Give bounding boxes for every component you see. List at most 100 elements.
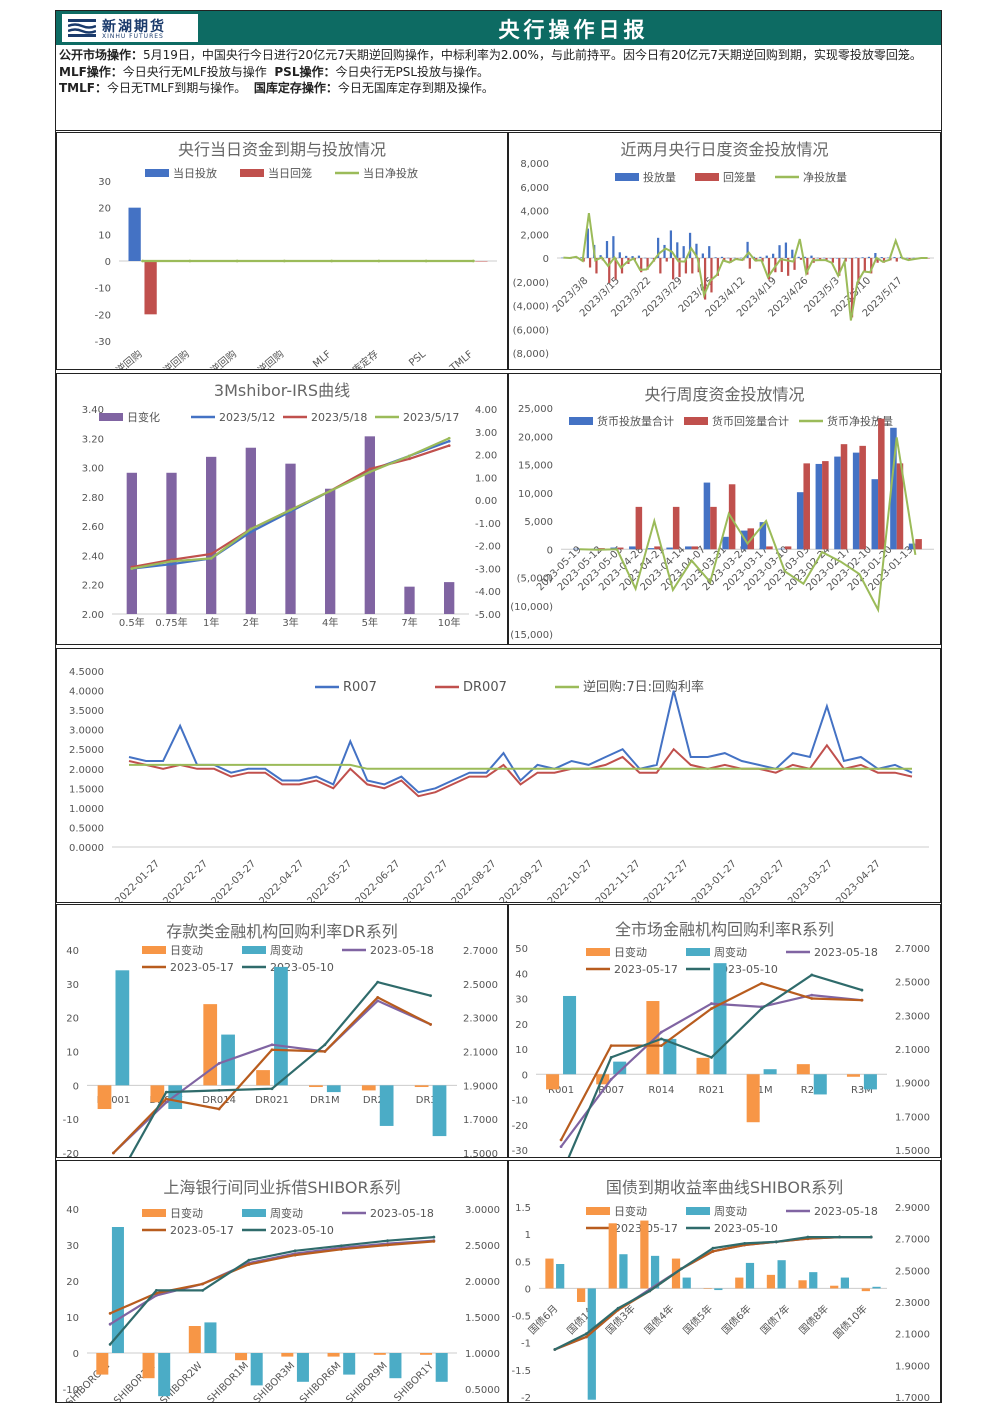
bar-mark: [420, 1353, 433, 1355]
y-tick-label: 0: [522, 1070, 528, 1081]
chart-title: 3Mshibor-IRS曲线: [214, 381, 350, 400]
y2-tick-label: -1.00: [475, 519, 501, 530]
bar-mark: [150, 1085, 165, 1103]
bar-mark: [654, 546, 661, 550]
x-tick-label: 7年: [401, 616, 417, 629]
line-point: [376, 995, 380, 999]
x-tick-label: 2022-02-27: [161, 858, 210, 902]
chart-title: 国债到期收益率曲线SHIBOR系列: [606, 1178, 843, 1197]
bar-mark: [778, 245, 781, 258]
legend-swatch: [569, 417, 593, 425]
bar-mark: [598, 548, 605, 550]
summary-text: 今日央行无MLF投放与操作: [122, 64, 267, 79]
y-tick-label: 20: [515, 1020, 528, 1031]
summary-text: 今日无TMLF到期与操作。: [106, 81, 247, 95]
y-tick-label: 20: [66, 1277, 79, 1288]
legend-label: 2023-05-18: [814, 946, 878, 959]
bar-mark: [696, 1057, 710, 1075]
bar-mark: [663, 1038, 677, 1075]
x-tick-label: 国债10年: [830, 1302, 869, 1341]
line-point: [217, 1107, 221, 1111]
bar-mark: [595, 258, 598, 274]
bar-mark: [765, 255, 768, 258]
y-tick-label: 20,000: [518, 432, 553, 443]
bar-mark: [735, 1277, 744, 1289]
x-tick-label: R2M: [801, 1085, 823, 1096]
line-point: [585, 1335, 588, 1339]
x-tick-label: DR007: [149, 1095, 183, 1106]
chart-irs: 3Mshibor-IRS曲线 3.40 3.20 3.00 2.80 2.60 2.40 2.…: [82, 381, 501, 629]
line-point: [408, 457, 411, 461]
x-tick-label: 2022-06-27: [354, 858, 403, 902]
legend-label: 投放量: [643, 170, 676, 184]
bar-mark: [887, 257, 890, 259]
bar-mark: [587, 1288, 596, 1400]
line-point: [429, 994, 432, 998]
x-tick-label: 2022-11-27: [594, 858, 643, 902]
legend-label: 日变化: [127, 410, 160, 424]
bar-mark: [612, 236, 615, 258]
line-point: [323, 1050, 327, 1053]
line-point: [774, 1240, 778, 1244]
legend-label: 净投放量: [803, 170, 847, 184]
bar-mark: [128, 207, 141, 261]
y-tick-label: 10: [515, 1045, 528, 1056]
line-point: [235, 259, 239, 263]
bar-mark: [863, 258, 866, 273]
bar-mark: [646, 1001, 660, 1075]
line-point: [270, 1087, 274, 1091]
bar-mark: [640, 1220, 649, 1289]
legend-swatch: [684, 417, 708, 425]
bar-mark: [748, 258, 751, 269]
y-tick-label: -1.5: [511, 1366, 531, 1377]
line-point: [760, 981, 764, 985]
x-tick-label: 2022-08-27: [450, 858, 499, 902]
y2-tick-label: 2.0000: [465, 1277, 500, 1288]
bar-mark: [810, 255, 813, 258]
bar-mark: [759, 522, 767, 550]
bar-mark: [772, 253, 775, 258]
line-point: [130, 567, 134, 571]
y-tick-label: 2.20: [82, 581, 104, 592]
line-point: [249, 527, 253, 531]
legend-swatch: [695, 173, 719, 181]
bar-mark: [657, 237, 660, 258]
bar-mark: [256, 1070, 270, 1086]
y2-tick-label: 3.00: [475, 428, 497, 439]
y-tick-label: 4,000: [520, 207, 549, 218]
x-tick-label: PSL: [407, 349, 428, 369]
chart-daily-ops: 央行当日资金到期与投放情况 30 20 10 0 -10 -20 -307天逆回购14天逆回购…: [95, 140, 497, 369]
y-tick-label: -2: [521, 1393, 531, 1403]
x-tick-label: DR021: [255, 1095, 289, 1106]
chart-panel-dr: 存款类金融机构回购利率DR系列 40 30 20 10 0 -10 -20 2.7000 2.50…: [56, 904, 508, 1158]
y-tick-label: -10: [63, 1115, 79, 1126]
line-point: [164, 1090, 168, 1094]
y-tick-label: -1: [521, 1339, 531, 1350]
line-point: [679, 1267, 683, 1271]
operations-summary: 公开市场操作：5月19日，中国央行今日进行20亿元7天期逆回购操作，中标利率为2…: [56, 45, 941, 131]
line-point: [170, 562, 173, 566]
y-tick-label: 4.0000: [69, 687, 104, 698]
bar-mark: [848, 258, 851, 259]
bar-mark: [663, 244, 666, 258]
legend-label: 当日投放: [173, 166, 217, 180]
bar-mark: [840, 444, 848, 550]
chart-r: 全市场金融机构回购利率R系列 50 40 30 20 10 0 -10 -20 -30 2.7000…: [512, 920, 930, 1157]
line-point: [810, 973, 814, 977]
y2-tick-label: -5.00: [475, 610, 501, 621]
y-tick-label: -20: [63, 1149, 79, 1157]
chart-two-month: 近两月央行日度资金投放情况 8,000 6,000 4,000 2,000 0 (2,000…: [513, 140, 934, 360]
line-point: [164, 1100, 168, 1104]
y2-tick-label: 2.3000: [895, 1298, 930, 1309]
line-point: [616, 1306, 620, 1310]
x-tick-label: 3年: [282, 616, 298, 629]
x-tick-label: R1M: [751, 1085, 773, 1096]
y2-tick-label: 4.00: [475, 405, 497, 416]
bar-mark: [561, 257, 564, 259]
y-tick-label: 0: [105, 257, 111, 268]
bar-mark: [797, 256, 800, 258]
bar-mark: [573, 548, 580, 550]
bar-mark: [890, 427, 897, 550]
legend-swatch: [145, 169, 169, 177]
bar-mark: [619, 1254, 628, 1289]
